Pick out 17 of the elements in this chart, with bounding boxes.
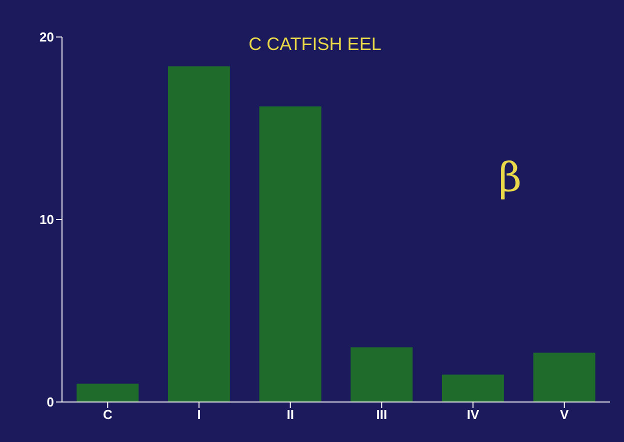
x-tick-label: V xyxy=(560,407,569,422)
y-tick-label: 10 xyxy=(40,212,54,228)
x-tick-label: IV xyxy=(466,407,480,422)
chart-title: C CATFISH EEL xyxy=(248,34,382,55)
bar xyxy=(350,347,413,402)
x-tick-label: C xyxy=(102,407,113,422)
bar xyxy=(76,384,139,402)
bar xyxy=(442,374,504,402)
y-tick-label: 20 xyxy=(40,30,54,45)
bar xyxy=(259,106,322,402)
x-tick-label: II xyxy=(286,407,294,422)
bar xyxy=(533,352,596,402)
x-tick-label: III xyxy=(376,407,388,422)
y-tick-label: 0 xyxy=(46,394,54,410)
x-tick-label: I xyxy=(197,407,201,422)
bar xyxy=(168,66,230,402)
annotation: β xyxy=(497,155,523,201)
